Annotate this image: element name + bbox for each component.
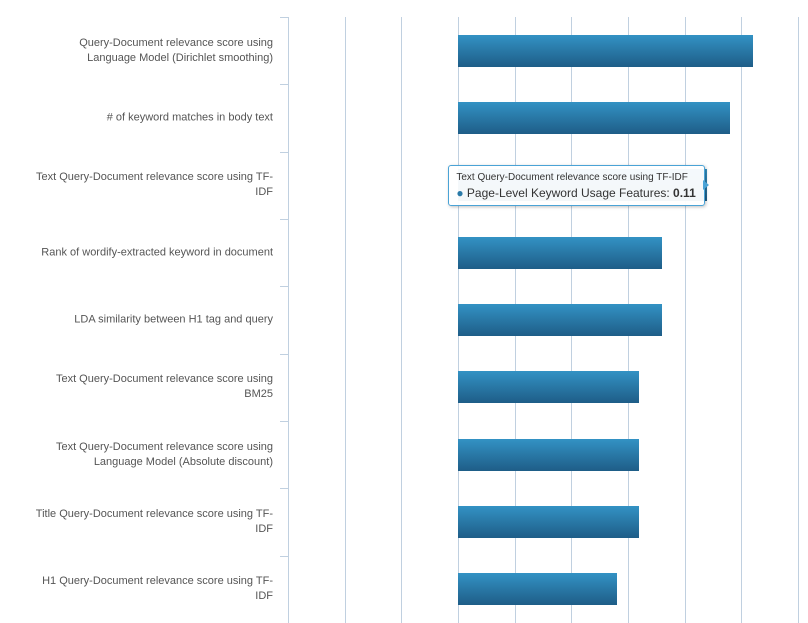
category-label: Text Query-Document relevance score usin…	[55, 440, 273, 468]
bar	[458, 34, 753, 67]
bar	[458, 102, 730, 134]
axis-tick	[280, 219, 288, 220]
bar	[458, 304, 662, 336]
grid-line	[401, 17, 402, 623]
grid-line	[345, 17, 346, 623]
tooltip: Text Query-Document relevance score usin…	[448, 164, 705, 206]
axis-tick	[280, 354, 288, 355]
axis-tick	[280, 488, 288, 489]
category-label: Query-Document relevance score using Lan…	[79, 36, 273, 64]
axis-tick	[280, 286, 288, 287]
bar	[458, 506, 640, 538]
axis-tick	[280, 556, 288, 557]
bar	[458, 573, 617, 606]
tooltip-category: Text Query-Document relevance score usin…	[456, 171, 688, 183]
bar	[458, 371, 640, 404]
axis-tick	[280, 152, 288, 153]
tooltip-series: Page-Level Keyword Usage Features	[466, 185, 667, 200]
category-label: Text Query-Document relevance score usin…	[55, 373, 273, 401]
category-label: Rank of wordify-extracted keyword in doc…	[41, 246, 273, 259]
grid-line	[685, 17, 686, 623]
axis-tick	[280, 84, 288, 85]
axis-line	[288, 17, 289, 623]
category-label: # of keyword matches in body text	[106, 111, 273, 124]
tooltip-arrow	[703, 180, 710, 191]
category-label: H1 Query-Document relevance score using …	[42, 575, 273, 603]
category-label: Text Query-Document relevance score usin…	[36, 171, 273, 199]
bar	[458, 236, 662, 269]
axis-tick	[280, 421, 288, 422]
tooltip-value: 0.11	[673, 185, 696, 200]
grid-line	[798, 17, 799, 623]
axis-tick	[280, 17, 288, 18]
category-label: Title Query-Document relevance score usi…	[35, 508, 273, 535]
bar	[458, 438, 640, 471]
grid-line	[741, 17, 742, 623]
category-label: LDA similarity between H1 tag and query	[74, 313, 273, 326]
